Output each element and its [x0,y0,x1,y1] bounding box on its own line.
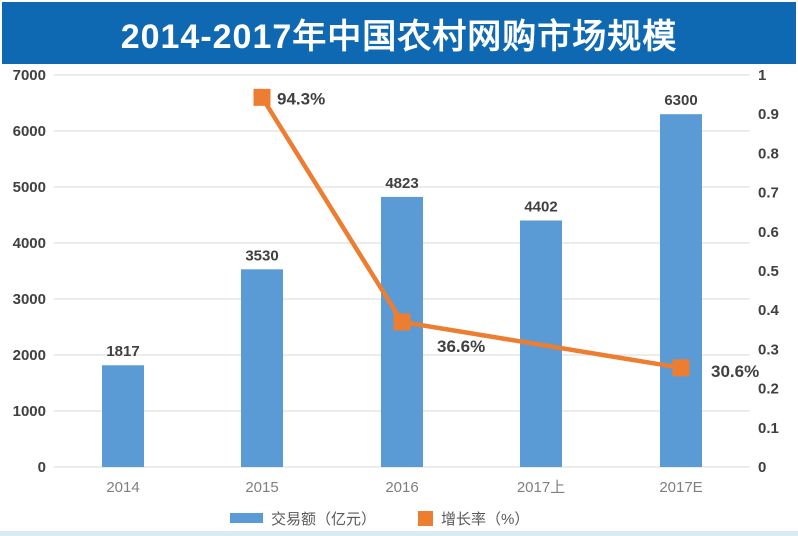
legend-item-bar-series: 交易额（亿元） [230,508,376,529]
growth-rate-label: 94.3% [277,89,325,108]
left-axis-tick-label: 5000 [13,179,46,196]
left-axis-tick-label: 7000 [13,67,46,84]
right-axis-tick-label: 0.4 [758,302,780,319]
bar-2015 [241,269,283,467]
bar-value-label: 6300 [664,92,697,109]
bar-value-label: 4402 [524,198,557,215]
left-axis-tick-label: 0 [38,459,46,476]
bar-value-label: 1817 [106,343,139,360]
legend-label-bar: 交易额（亿元） [271,510,377,528]
right-axis-tick-label: 0.2 [758,381,779,398]
right-axis-tick-label: 0.1 [758,420,779,437]
bar-value-label: 3530 [245,247,278,264]
x-axis-label: 2015 [245,479,278,496]
right-axis-tick-label: 0.8 [758,145,779,162]
bar-2017E [660,114,702,467]
bar-series-swatch-icon [230,513,263,523]
left-axis-tick-label: 1000 [13,403,46,420]
bar-value-label: 4823 [385,175,418,192]
legend-label-line: 增长率（%） [441,510,530,528]
growth-rate-label: 30.6% [711,362,759,381]
growth-rate-line [260,96,682,371]
line-marker [253,88,271,106]
left-axis-tick-label: 3000 [13,291,46,308]
line-marker [672,359,690,377]
left-axis-tick-label: 2000 [13,347,46,364]
bar-2016 [381,196,423,468]
left-axis-tick-label: 6000 [13,123,46,140]
left-axis-tick-label: 4000 [13,235,46,252]
growth-rate-label: 36.6% [437,337,485,356]
line-series-swatch-icon [418,510,434,526]
page-title: 2014-2017年中国农村网购市场规模 [120,17,678,56]
right-axis-tick-label: 0.9 [758,106,779,123]
x-axis-label: 2016 [385,479,418,496]
right-axis-tick-label: 1 [758,67,766,84]
right-axis-tick-label: 0 [758,459,766,476]
x-axis-label: 2017上 [517,479,565,496]
x-axis-label: 2017E [659,479,702,496]
right-axis-tick-label: 0.7 [758,185,779,202]
footer-strip [0,531,798,536]
chart-legend: 交易额（亿元） 增长率（%） [230,507,529,529]
bar-2014 [102,365,144,467]
right-axis-tick-label: 0.6 [758,224,779,241]
line-marker [393,313,411,331]
right-axis-tick-label: 0.5 [758,263,779,280]
right-axis-tick-label: 0.3 [758,341,779,358]
legend-item-line-series: 增长率（%） [418,508,529,529]
title-bar: 2014-2017年中国农村网购市场规模 [2,2,796,64]
x-axis-label: 2014 [106,479,139,496]
